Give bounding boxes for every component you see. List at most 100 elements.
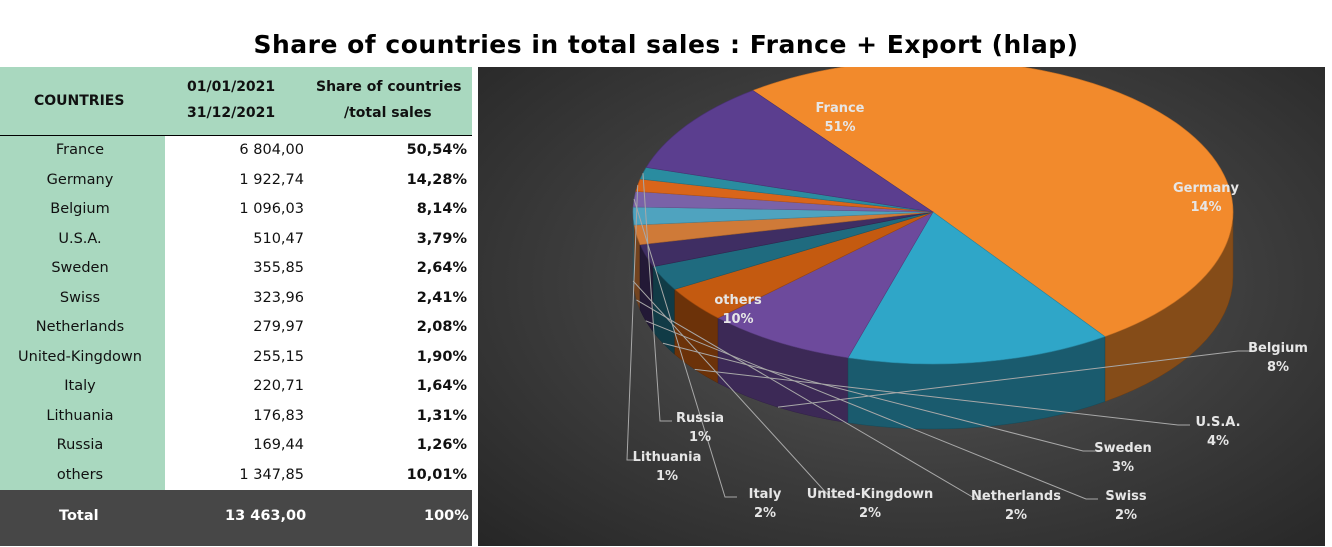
slice-name-label: Swiss — [1105, 489, 1147, 504]
slice-name-label: Germany — [1173, 181, 1239, 196]
slice-percent-label: 2% — [859, 506, 881, 521]
share-cell: 2,64% — [416, 260, 467, 276]
country-cell: Belgium — [50, 201, 110, 217]
value-cell: 1 096,03 — [239, 201, 304, 217]
pie-slice-france — [752, 67, 1234, 337]
table-row: Sweden 355,85 2,64% — [0, 254, 472, 284]
table-body: France 6 804,00 50,54% Germany 1 922,74 14,28… — [0, 136, 472, 490]
pie-slice-others — [645, 90, 934, 213]
country-column-bg — [0, 136, 165, 490]
header-share-line1: Share of countries — [316, 79, 462, 95]
slice-name-label: others — [714, 293, 762, 308]
slice-name-label: Russia — [676, 411, 724, 426]
slice-percent-label: 2% — [754, 506, 776, 521]
share-cell: 10,01% — [406, 466, 467, 483]
value-cell: 169,44 — [253, 437, 304, 453]
pie-chart: France 51% Germany 14% Belgium 8% U.S.A. 4% Swed… — [626, 67, 1308, 523]
country-cell: Russia — [56, 437, 104, 453]
country-cell: France — [55, 142, 105, 158]
leader-line — [626, 185, 639, 461]
table-row: others 1 347,85 10,01% — [0, 461, 472, 491]
value-cell: 279,97 — [253, 319, 304, 335]
slice-percent-label: 2% — [1115, 508, 1137, 523]
table-row: Russia 169,44 1,26% — [0, 431, 472, 461]
value-cell: 323,96 — [253, 289, 304, 306]
slice-percent-label: 8% — [1267, 360, 1289, 375]
slice-percent-label: 10% — [722, 312, 753, 327]
total-share: 100% — [424, 508, 469, 524]
table-row: Italy 220,71 1,64% — [0, 372, 472, 402]
country-cell: others — [56, 466, 104, 483]
table-row: United-Kingdown 255,15 1,90% — [0, 343, 472, 373]
country-cell: U.S.A. — [58, 230, 102, 247]
value-cell: 510,47 — [253, 230, 304, 247]
share-cell: 1,26% — [416, 437, 467, 453]
leader-line — [662, 342, 1095, 452]
country-cell: Sweden — [51, 260, 109, 276]
table-row: U.S.A. 510,47 3,79% — [0, 225, 472, 255]
slice-name-label: Netherlands — [971, 489, 1061, 504]
leader-line — [777, 350, 1250, 408]
slice-percent-label: 1% — [689, 430, 711, 445]
value-cell: 1 347,85 — [239, 466, 304, 483]
country-cell: Netherlands — [35, 319, 125, 335]
country-cell: Italy — [64, 378, 96, 394]
table-row: Lithuania 176,83 1,31% — [0, 402, 472, 432]
slice-name-label: United-Kingdown — [807, 487, 934, 502]
total-label: Total — [59, 508, 99, 524]
leader-line — [632, 280, 842, 498]
value-cell: 1 922,74 — [239, 171, 304, 188]
slice-name-label: France — [815, 101, 864, 116]
slice-name-label: Lithuania — [633, 450, 702, 465]
leader-line — [633, 199, 737, 498]
country-cell: Lithuania — [46, 407, 114, 424]
value-cell: 355,85 — [253, 260, 304, 276]
leader-line — [645, 320, 1098, 500]
sales-table: COUNTRIES 01/01/2021 31/12/2021 Share of… — [0, 67, 472, 546]
leader-line — [642, 173, 672, 422]
share-cell: 1,64% — [416, 378, 467, 394]
table-row: Germany 1 922,74 14,28% — [0, 166, 472, 196]
table-total-row: Total 13 463,00 100% — [0, 490, 472, 546]
page-title: Share of countries in total sales : Fran… — [253, 30, 1079, 59]
slice-percent-label: 1% — [656, 469, 678, 484]
country-cell: Swiss — [59, 289, 101, 306]
slice-percent-label: 2% — [1005, 508, 1027, 523]
total-value: 13 463,00 — [225, 508, 307, 524]
slice-percent-label: 14% — [1190, 200, 1221, 215]
share-cell: 14,28% — [406, 171, 467, 188]
value-cell: 220,71 — [253, 378, 304, 394]
slice-name-label: U.S.A. — [1195, 415, 1240, 430]
value-cell: 6 804,00 — [239, 142, 304, 158]
value-cell: 255,15 — [253, 348, 304, 365]
share-cell: 8,14% — [416, 201, 467, 217]
header-date-from: 01/01/2021 — [187, 79, 276, 95]
pie-chart-panel: France 51% Germany 14% Belgium 8% U.S.A. 4% Swed… — [478, 67, 1325, 546]
leader-line — [694, 368, 1190, 426]
header-date-to: 31/12/2021 — [187, 105, 276, 121]
table-row: France 6 804,00 50,54% — [0, 136, 472, 166]
slice-percent-label: 51% — [824, 120, 855, 135]
table-header: COUNTRIES 01/01/2021 31/12/2021 Share of… — [0, 67, 472, 136]
table-row: Belgium 1 096,03 8,14% — [0, 195, 472, 225]
header-share-line2: /total sales — [344, 105, 432, 121]
pie-slice-germany — [847, 211, 1106, 365]
table-row: Netherlands 279,97 2,08% — [0, 313, 472, 343]
share-cell: 1,90% — [416, 348, 467, 365]
country-cell: United-Kingdown — [18, 348, 142, 365]
slice-name-label: Belgium — [1248, 341, 1308, 356]
slice-percent-label: 3% — [1112, 460, 1134, 475]
share-cell: 3,79% — [416, 230, 467, 247]
slice-percent-label: 4% — [1207, 434, 1229, 449]
value-cell: 176,83 — [253, 407, 304, 424]
table-row: Swiss 323,96 2,41% — [0, 284, 472, 314]
share-cell: 50,54% — [406, 142, 467, 158]
country-cell: Germany — [46, 171, 114, 188]
slice-name-label: Sweden — [1094, 441, 1152, 456]
leader-line — [636, 299, 988, 500]
share-cell: 2,08% — [416, 319, 467, 335]
pie-slice-belgium — [717, 211, 934, 359]
share-cell: 1,31% — [416, 407, 467, 424]
header-countries: COUNTRIES — [34, 93, 125, 109]
slice-name-label: Italy — [749, 487, 782, 502]
